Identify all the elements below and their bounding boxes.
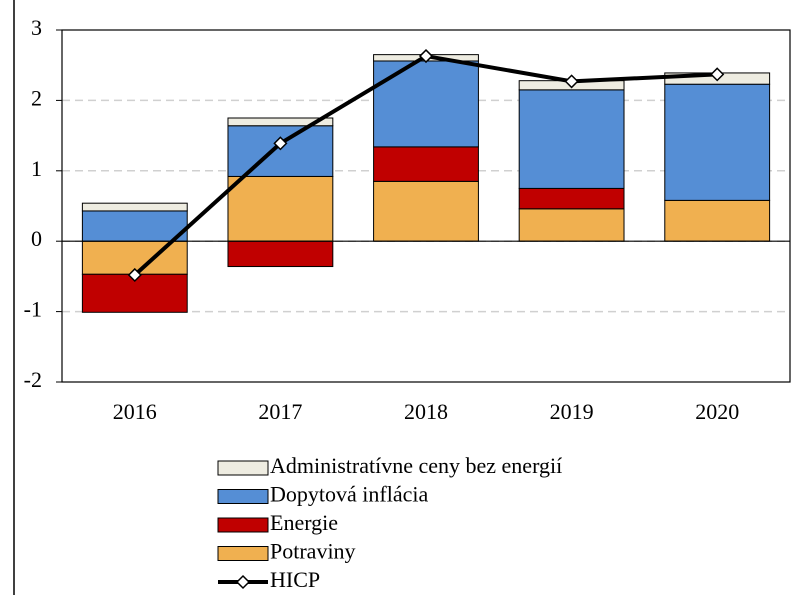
legend-swatch bbox=[217, 546, 269, 561]
legend-label: Administratívne ceny bez energií bbox=[270, 453, 562, 478]
bar bbox=[518, 187, 625, 210]
bar bbox=[518, 89, 625, 189]
y-tick-label: -1 bbox=[24, 297, 42, 322]
legend-swatch bbox=[217, 517, 269, 533]
legend-label: HICP bbox=[270, 567, 320, 592]
legend-label: Dopytová inflácia bbox=[270, 482, 428, 507]
y-tick-label: 3 bbox=[31, 15, 42, 40]
bar bbox=[373, 60, 479, 148]
y-tick-label: 2 bbox=[31, 85, 42, 110]
bar bbox=[81, 202, 188, 212]
point bbox=[418, 48, 434, 64]
legend-swatch bbox=[217, 489, 269, 504]
bar bbox=[518, 208, 625, 242]
x-tick-label: 2017 bbox=[258, 399, 302, 424]
bar bbox=[81, 210, 188, 242]
bar bbox=[227, 125, 334, 177]
x-tick-label: 2016 bbox=[113, 399, 157, 424]
plot-frame bbox=[61, 29, 791, 383]
bar bbox=[227, 240, 334, 268]
legend-label: Energie bbox=[270, 510, 338, 535]
point bbox=[127, 267, 142, 283]
bar bbox=[664, 199, 771, 242]
point bbox=[273, 136, 288, 151]
bar bbox=[373, 180, 479, 242]
point bbox=[564, 74, 579, 89]
bar bbox=[227, 117, 334, 127]
point bbox=[710, 67, 725, 82]
y-tick-label: -2 bbox=[24, 367, 42, 392]
legend-swatch bbox=[217, 460, 269, 476]
bar bbox=[664, 83, 771, 201]
bar bbox=[227, 175, 334, 242]
legend-swatch bbox=[235, 574, 251, 590]
y-tick-label: 0 bbox=[31, 226, 42, 251]
bar bbox=[373, 146, 479, 182]
x-tick-label: 2019 bbox=[550, 399, 594, 424]
y-tick-label: 1 bbox=[31, 156, 42, 181]
x-tick-label: 2018 bbox=[404, 399, 448, 424]
x-tick-label: 2020 bbox=[695, 399, 739, 424]
legend-label: Potraviny bbox=[270, 539, 356, 564]
